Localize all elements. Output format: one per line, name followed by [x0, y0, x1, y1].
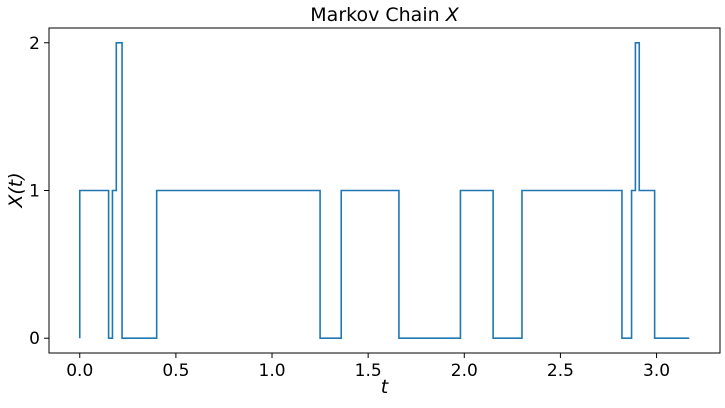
y-axis-label: X(t) [5, 172, 27, 208]
x-tick-label: 0.5 [162, 361, 189, 381]
chart-title: Markov Chain X [310, 4, 459, 26]
x-axis-label: t [381, 376, 390, 398]
y-tick-label: 1 [29, 182, 40, 202]
x-tick-label: 3.0 [643, 361, 670, 381]
x-tick-label: 0.0 [66, 361, 93, 381]
x-axis: 0.0 0.5 1.0 1.5 2.0 2.5 3.0 [66, 353, 670, 381]
y-tick-label: 2 [29, 34, 40, 54]
x-tick-label: 2.5 [547, 361, 574, 381]
plot-area [78, 41, 690, 340]
x-tick-label: 1.0 [259, 361, 286, 381]
chart-title-prefix: Markov Chain [310, 4, 445, 26]
chart-title-variable: X [445, 4, 460, 26]
x-tick-label: 1.5 [355, 361, 382, 381]
y-tick-label: 0 [29, 329, 40, 349]
x-tick-label: 2.0 [451, 361, 478, 381]
series-line-0 [78, 41, 690, 340]
y-axis: 0 1 2 [29, 34, 49, 349]
